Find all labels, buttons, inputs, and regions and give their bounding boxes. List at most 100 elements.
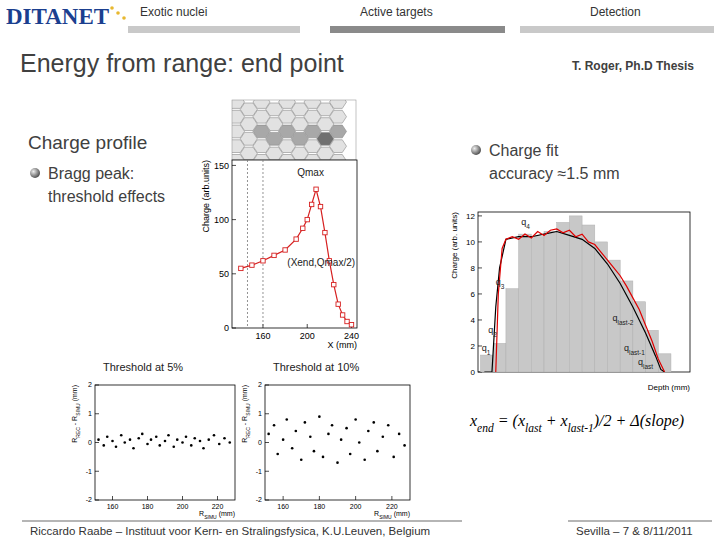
y-tick [265, 442, 269, 443]
point [313, 450, 316, 453]
source: T. Roger, Ph.D Thesis [572, 59, 694, 73]
point [111, 440, 114, 443]
logo-star [110, 6, 114, 10]
bullet [471, 145, 481, 155]
footer-text: Sevilla – 7 & 8/11/2011 [576, 525, 693, 537]
y-axis-label: Charge (arb. units) [450, 212, 459, 279]
x-tick [217, 496, 218, 500]
text-part: (mm) [217, 510, 235, 518]
text-part: + x [542, 412, 568, 429]
bullet-text: Bragg peak: [48, 165, 134, 182]
point [172, 446, 175, 449]
point [372, 421, 375, 424]
x-tick-label: 180 [314, 503, 326, 510]
x-tick-label: 200 [177, 503, 189, 510]
heading: Charge profile [28, 132, 147, 153]
chart-title: Threshold at 5% [103, 361, 183, 373]
point [193, 437, 196, 440]
y-tick [478, 319, 482, 320]
logo: DITANET [6, 4, 109, 29]
point [282, 438, 285, 441]
point [349, 453, 352, 456]
chart: 160180200220-2-1012Threshold at 10%RSIMU… [241, 361, 410, 520]
text-part: last-2 [618, 319, 634, 326]
point [276, 453, 279, 456]
x-tick [391, 496, 392, 500]
text-part: = (x [494, 412, 525, 430]
point [318, 204, 322, 208]
point [295, 430, 298, 433]
y-tick [95, 500, 99, 501]
nav-item: Detection [590, 5, 641, 19]
footer-line [568, 520, 712, 522]
x-tick-label: 220 [386, 503, 398, 510]
text-part: SIMU [245, 403, 251, 416]
text-part: Qmax [297, 167, 324, 178]
text-part: (Xend,Qmax/2) [287, 257, 355, 268]
point [340, 313, 344, 317]
text-part: REC [245, 427, 251, 438]
point [129, 438, 132, 441]
y-tick [265, 500, 269, 501]
marks [97, 433, 231, 450]
pad [330, 155, 347, 161]
x-tick-label: 160 [255, 331, 270, 341]
pad [330, 140, 347, 153]
y-tick-label: -1 [86, 468, 92, 475]
point [239, 266, 243, 270]
point [327, 433, 330, 436]
y-tick [265, 471, 269, 472]
y-tick [478, 241, 482, 242]
point [102, 444, 105, 447]
y-tick [265, 385, 269, 386]
bar [481, 355, 494, 372]
bar [557, 222, 570, 372]
point [164, 440, 167, 443]
x-axis-label: X (mm) [328, 340, 358, 350]
y-tick [478, 215, 482, 216]
logo-star [122, 16, 126, 20]
text-part: SIMU [75, 403, 81, 416]
y-tick-label: 2 [258, 381, 262, 388]
point [358, 441, 361, 444]
reference-line [262, 160, 263, 328]
point [309, 435, 312, 438]
text-part: last-1 [568, 422, 594, 434]
point [354, 418, 357, 421]
point [123, 441, 126, 444]
line [496, 229, 665, 372]
point [181, 441, 184, 444]
x-axis-label: RSIMU (mm) [374, 510, 410, 520]
y-tick-label: -2 [256, 496, 262, 503]
text-part: last-1 [629, 349, 645, 356]
annotation: qlast-2 [613, 313, 634, 326]
bar [607, 260, 620, 372]
point [155, 435, 158, 438]
y-tick-label: 2 [471, 342, 476, 351]
y-tick-label: 0 [224, 323, 229, 333]
y-tick [232, 219, 236, 220]
text-part: end [477, 422, 494, 434]
bullet-text: threshold effects [48, 188, 165, 205]
footer-text: Riccardo Raabe – Instituut voor Kern- en… [30, 525, 430, 537]
plot-frame [265, 385, 410, 500]
point [120, 434, 123, 437]
x-tick [147, 496, 148, 500]
point [398, 433, 401, 436]
bar [519, 234, 532, 372]
x-tick-label: 160 [107, 503, 119, 510]
point [376, 450, 379, 453]
nav-item: Exotic nuclei [140, 5, 207, 19]
point [322, 456, 325, 459]
point [115, 446, 118, 449]
annotation: q1 [482, 343, 491, 356]
y-tick-label: 50 [219, 269, 229, 279]
text-part: SIMU [204, 514, 217, 520]
x-tick [283, 496, 284, 500]
slide-title: Energy from range: end point [20, 49, 344, 77]
nav-bar [128, 26, 300, 33]
point [332, 282, 336, 286]
y-tick-label: 2 [88, 381, 92, 388]
y-tick-label: 100 [214, 215, 229, 225]
point [261, 259, 265, 263]
